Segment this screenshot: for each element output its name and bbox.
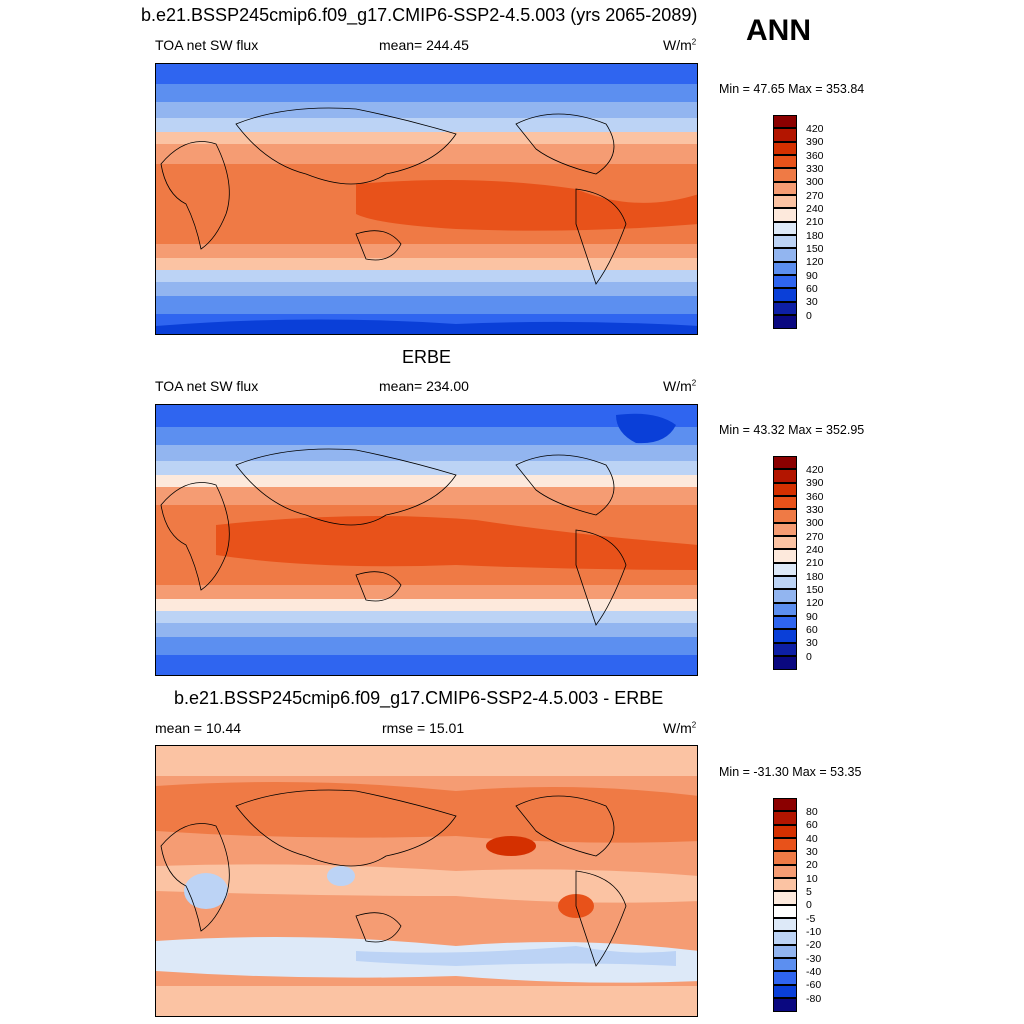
season-label: ANN (746, 14, 811, 47)
panel3-colorbar-labels: 80 60 40 30 20 10 5 0 -5 -10 -20 -30 -40 -60 -80 (806, 806, 822, 1005)
panel2-title: ERBE (402, 347, 452, 367)
panel2-mean: mean= 234.00 (379, 378, 469, 394)
panel3-colorbar (773, 798, 797, 1012)
panel3-mean: mean = 10.44 (155, 720, 242, 736)
panel2-colorbar-labels: 420 390 360 330 300 270 240 210 180 150 120 90 60 30 0 (806, 464, 824, 663)
panel2-colorbar (773, 456, 797, 670)
panel2-map (155, 404, 698, 676)
panel1-mean: mean= 244.45 (379, 37, 469, 53)
panel1-variable: TOA net SW flux (155, 37, 259, 53)
panel3-minmax: Min = -31.30 Max = 53.35 (719, 765, 862, 779)
panel2-variable: TOA net SW flux (155, 378, 259, 394)
panel3-units: W/m2 (663, 720, 697, 736)
panel1-minmax: Min = 47.65 Max = 353.84 (719, 82, 865, 96)
panel3-title: b.e21.BSSP245cmip6.f09_g17.CMIP6-SSP2-4.… (174, 688, 664, 708)
panel1-colorbar-labels: 420 390 360 330 300 270 240 210 180 150 120 90 60 30 0 (806, 123, 824, 322)
panel1-units: W/m2 (663, 37, 697, 53)
panel1-title: b.e21.BSSP245cmip6.f09_g17.CMIP6-SSP2-4.… (141, 5, 698, 25)
panel1-colorbar (773, 115, 797, 329)
panel2-units: W/m2 (663, 378, 697, 394)
panel1-map (155, 63, 698, 335)
panel2-minmax: Min = 43.32 Max = 352.95 (719, 423, 865, 437)
panel3-map (155, 745, 698, 1017)
panel3-rmse: rmse = 15.01 (382, 720, 465, 736)
